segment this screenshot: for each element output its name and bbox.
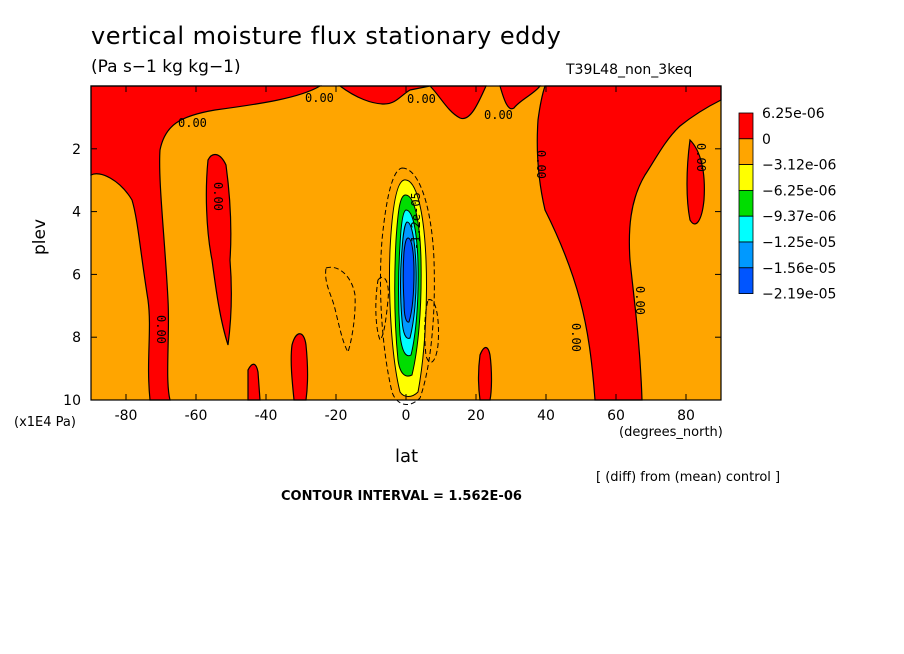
legend-label: −1.56e-05 [762,261,836,277]
legend-label: 0 [762,132,771,148]
positive-region [477,346,493,401]
legend-swatch [738,215,754,243]
legend-swatch [738,138,754,166]
legend-swatch [738,267,754,294]
legend-label: −1.25e-05 [762,235,836,251]
contour-label: 0.00 [407,92,436,106]
contour-label: 0.00 [305,91,334,105]
chart-units: (Pa s−1 kg kg−1) [91,57,241,77]
y-axis-units: (x1E4 Pa) [14,415,76,430]
color-legend: 6.25e-06 0 −3.12e-06 −6.25e-06 −9.37e-06 −1.2… [738,106,836,303]
x-tick-label: -40 [255,408,278,424]
diff-note: [ (diff) from (mean) control ] [596,470,781,485]
x-tick-label: -20 [325,408,348,424]
y-tick-label: 10 [63,393,81,409]
run-label: T39L48_non_3keq [566,62,693,78]
legend-swatch [738,189,754,217]
dashed-contour [424,299,439,363]
x-axis-label: lat [395,446,419,467]
contour-interval: CONTOUR INTERVAL = 1.562E-06 [281,489,522,504]
contour-labels: 0.00 0.00 0.00 0.00 0.00 0.00 0.00 0.00 0.00 0.00… [154,91,708,352]
negative-region [402,237,415,323]
x-tick-label: 0 [402,408,411,424]
dashed-contour [379,167,435,406]
y-tick-label: 4 [72,205,81,221]
legend-label: −2.19e-05 [762,287,836,303]
legend-swatch [738,112,754,140]
x-tick-label: -80 [115,408,138,424]
legend-label: 6.25e-06 [762,106,825,122]
contour-label: 0.00 [694,143,708,172]
axis-ticks: -80 -60 -40 -20 0 20 40 60 80 2 4 6 8 10 [63,86,721,424]
contour-label: 0.00 [211,182,225,211]
positive-region [247,363,261,401]
x-tick-label: 40 [537,408,555,424]
legend-label: −9.37e-06 [762,209,836,225]
positive-region [686,138,705,225]
legend-label: −3.12e-06 [762,158,836,174]
positive-region [290,333,309,401]
x-tick-label: -60 [185,408,208,424]
dashed-contour [375,276,389,341]
y-tick-label: 2 [72,142,81,158]
legend-label: −6.25e-06 [762,183,836,199]
x-tick-label: 60 [607,408,625,424]
contour-label: 0.00 [484,108,513,122]
x-tick-label: 80 [677,408,695,424]
dashed-contour [325,266,356,354]
y-tick-label: 6 [72,267,81,283]
contour-label: 0.00 [569,323,583,352]
legend-swatch [738,164,754,191]
positive-region [499,85,542,110]
x-axis-units: (degrees_north) [619,425,723,440]
y-tick-label: 8 [72,330,81,346]
positive-region [90,85,323,401]
contour-label: -1.2e-05 [409,192,423,250]
contour-label: 0.00 [178,116,207,130]
contour-label: 0.00 [633,286,647,315]
chart-title: vertical moisture flux stationary eddy [91,22,562,50]
x-tick-label: 20 [467,408,485,424]
legend-swatch [738,241,754,269]
contour-label: 0.00 [154,315,168,344]
positive-region [205,154,232,346]
plot-area [90,85,722,406]
contour-label: 0.00 [534,150,548,179]
